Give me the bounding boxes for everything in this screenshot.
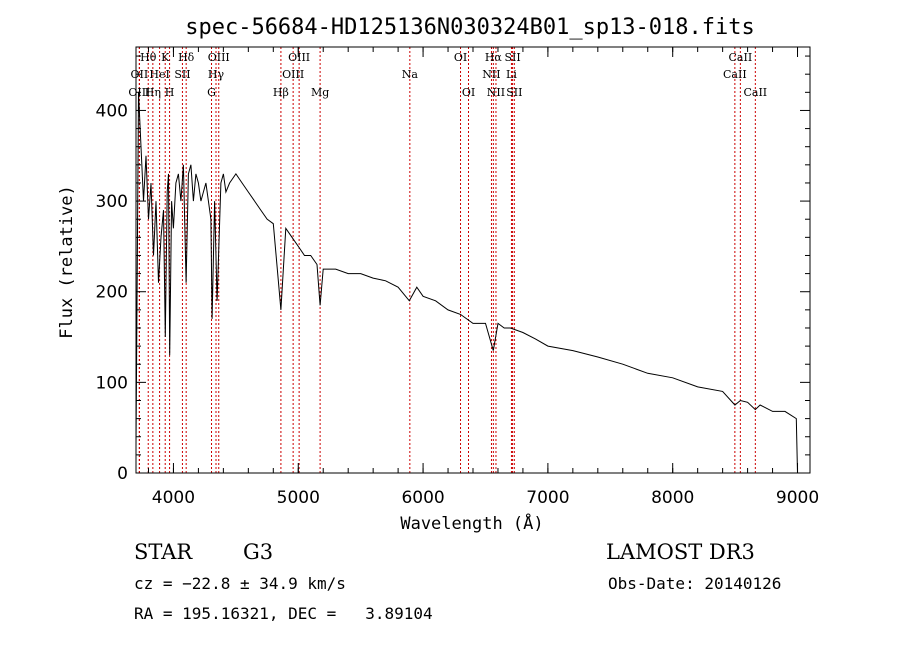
line-label-19: Hα xyxy=(485,51,503,64)
line-label-22: SII xyxy=(504,51,520,64)
line-label-26: CaII xyxy=(723,68,747,81)
y-tick-label-2: 200 xyxy=(96,283,128,303)
line-label-15: Mg xyxy=(311,86,329,99)
line-label-5: Hη xyxy=(145,86,161,99)
line-label-16: Na xyxy=(402,68,419,81)
plot-frame xyxy=(135,46,811,474)
line-label-11: G xyxy=(207,86,216,99)
x-axis-label: Wavelength (Å) xyxy=(400,512,543,534)
axis-ticks: 4000 5000 6000 7000 8000 9000 0 100 200 300 400 xyxy=(96,47,819,508)
x-tick-label-4: 8000 xyxy=(651,488,694,508)
emission-line-markers xyxy=(138,47,756,473)
chart-title: spec-56684-HD125136N030324B01_sp13-018.f… xyxy=(185,15,755,40)
line-label-23: Li xyxy=(506,68,517,81)
line-label-8: Hδ xyxy=(178,51,195,64)
y-tick-label-1: 100 xyxy=(96,373,128,393)
x-tick-label-5: 9000 xyxy=(776,488,819,508)
x-tick-label-1: 5000 xyxy=(277,488,320,508)
y-tick-label-4: 400 xyxy=(96,101,128,121)
line-label-27: CaII xyxy=(743,86,767,99)
line-label-18: OI xyxy=(462,86,475,99)
x-tick-label-0: 4000 xyxy=(152,488,195,508)
y-tick-label-0: 0 xyxy=(117,464,128,484)
y-tick-label-3: 300 xyxy=(96,192,128,212)
line-label-25: CaII xyxy=(729,51,753,64)
line-label-13: OIII xyxy=(288,51,310,64)
object-subclass: G3 xyxy=(243,540,274,564)
object-class: STAR xyxy=(134,540,193,564)
line-label-7: SII xyxy=(174,68,190,81)
line-label-6: H xyxy=(165,86,175,99)
spectrum-series xyxy=(135,92,798,474)
line-label-10: Hγ xyxy=(208,68,225,81)
line-label-4: HeI xyxy=(149,68,169,81)
line-label-14: OIII xyxy=(282,68,304,81)
ra-dec-coordinates: RA = 195.16321, DEC = 3.89104 xyxy=(134,604,433,623)
line-label-12: Hβ xyxy=(273,86,289,99)
line-label-9: OIII xyxy=(208,51,230,64)
line-label-17: OI xyxy=(454,51,467,64)
line-label-21: NII xyxy=(487,86,505,99)
line-label-24: SII xyxy=(506,86,522,99)
survey-name: LAMOST DR3 xyxy=(606,540,755,564)
x-tick-label-2: 6000 xyxy=(401,488,444,508)
line-label-3: K xyxy=(161,51,170,64)
line-label-1: Hθ xyxy=(140,51,157,64)
line-label-20: NII xyxy=(482,68,500,81)
y-axis-label: Flux (relative) xyxy=(57,185,77,339)
observation-date: Obs-Date: 20140126 xyxy=(608,574,782,593)
redshift-value: cz = −22.8 ± 34.9 km/s xyxy=(134,574,346,593)
x-tick-label-3: 7000 xyxy=(526,488,569,508)
spectrum-line xyxy=(135,92,798,474)
